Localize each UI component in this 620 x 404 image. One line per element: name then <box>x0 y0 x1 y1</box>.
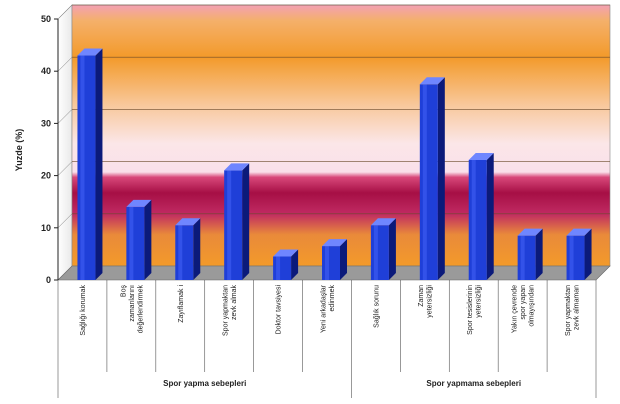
bar-top <box>322 239 347 247</box>
bar <box>419 77 445 280</box>
bar-top <box>517 228 543 236</box>
y-tick-label: 50 <box>41 14 51 24</box>
bar-side <box>242 163 250 280</box>
gridline-side <box>57 213 73 228</box>
bar-side <box>437 77 445 280</box>
bar <box>468 152 494 280</box>
x-category-label: Spor yapmaktan zevk almak <box>222 285 238 336</box>
bar <box>126 199 152 280</box>
x-category-label: Spor tesislerinin yetersizliği <box>467 285 483 335</box>
bar-front <box>468 159 487 280</box>
bar-front <box>370 225 389 280</box>
bar-front <box>517 235 536 280</box>
bar-side <box>144 199 152 280</box>
x-category-label: Yeni arkadaşlar edinmek <box>320 284 336 333</box>
y-tick-label: 0 <box>46 275 51 285</box>
bar-front <box>77 55 96 280</box>
bar <box>224 163 250 280</box>
group-labels: Spor yapma sebepleri Spor yapmama sebeple… <box>163 372 597 398</box>
bar-side <box>340 239 347 280</box>
bar <box>370 218 396 280</box>
bar-highlight <box>129 206 134 280</box>
bar <box>77 48 103 280</box>
bar-top <box>126 199 152 207</box>
bar-highlight <box>471 159 476 280</box>
bar-top <box>224 163 250 171</box>
y-tick-label: 40 <box>41 66 51 76</box>
bar-highlight <box>80 55 85 280</box>
gridline-side <box>57 4 73 20</box>
bar <box>322 239 347 280</box>
bar-side <box>193 218 201 280</box>
bar-front <box>322 246 340 280</box>
bar-front <box>419 84 438 280</box>
y-axis-label: Yuzde (%) <box>14 129 24 172</box>
x-axis-labels: Sağlığı korumak Boş zamanlarını değerlendir… <box>57 280 597 398</box>
group-label: Spor yapmama sebepleri <box>426 379 521 388</box>
bar-highlight <box>373 225 378 280</box>
gridline-side <box>57 161 73 176</box>
bar-front <box>224 170 243 280</box>
bar <box>566 228 592 280</box>
y-tick-label: 20 <box>41 171 51 181</box>
gridlines <box>57 4 610 228</box>
x-category-label: Doktor tavsiyesi <box>276 285 283 335</box>
bar <box>175 218 201 280</box>
bar-side <box>535 228 543 280</box>
x-category-label: Yakın çevrende spor yapan olmayışından <box>512 285 536 333</box>
bar-side <box>291 249 299 280</box>
bar-side <box>584 228 592 280</box>
bar-front <box>273 256 292 280</box>
bar-highlight <box>276 256 281 280</box>
y-tick-label: 30 <box>41 118 51 128</box>
bar-top <box>273 249 299 257</box>
back-wall <box>71 4 611 267</box>
bar <box>273 249 299 280</box>
bar-highlight <box>227 170 232 280</box>
x-category-label: Spor yapmaktan zevk almaman <box>565 285 581 336</box>
bar-highlight <box>569 235 574 280</box>
bar-front <box>126 206 145 280</box>
x-category-label: Zaman yetersizliği <box>418 285 434 318</box>
bar-side <box>388 218 396 280</box>
bar-side <box>95 48 103 280</box>
gridline-side <box>57 109 73 124</box>
bar-top <box>566 228 592 236</box>
bar-front <box>566 235 585 280</box>
gridline-side <box>57 57 73 72</box>
x-category-label: Boş zamanlarını değerlendirmek <box>120 285 144 334</box>
x-category-label: Zayıflamak i <box>178 285 185 323</box>
x-category-label: Sağlık sorunu <box>373 285 380 328</box>
side-wall <box>57 4 73 281</box>
bar-highlight <box>422 84 427 280</box>
bar-highlight <box>520 235 525 280</box>
bar-top <box>468 152 494 160</box>
bar-top <box>419 77 445 85</box>
bars <box>77 48 592 280</box>
bar-side <box>486 152 494 280</box>
bar-top <box>77 48 103 56</box>
bar-top <box>370 218 396 226</box>
bar <box>517 228 543 280</box>
x-category-label: Sağlığı korumak <box>80 285 87 336</box>
y-tick-label: 10 <box>41 223 51 233</box>
bar-highlight <box>325 246 329 280</box>
group-label: Spor yapma sebepleri <box>163 379 246 388</box>
bar-top <box>175 218 201 226</box>
bar-front <box>175 225 194 280</box>
bar-highlight <box>178 225 183 280</box>
y-axis-ticks: 0 10 20 30 40 50 <box>41 14 58 285</box>
